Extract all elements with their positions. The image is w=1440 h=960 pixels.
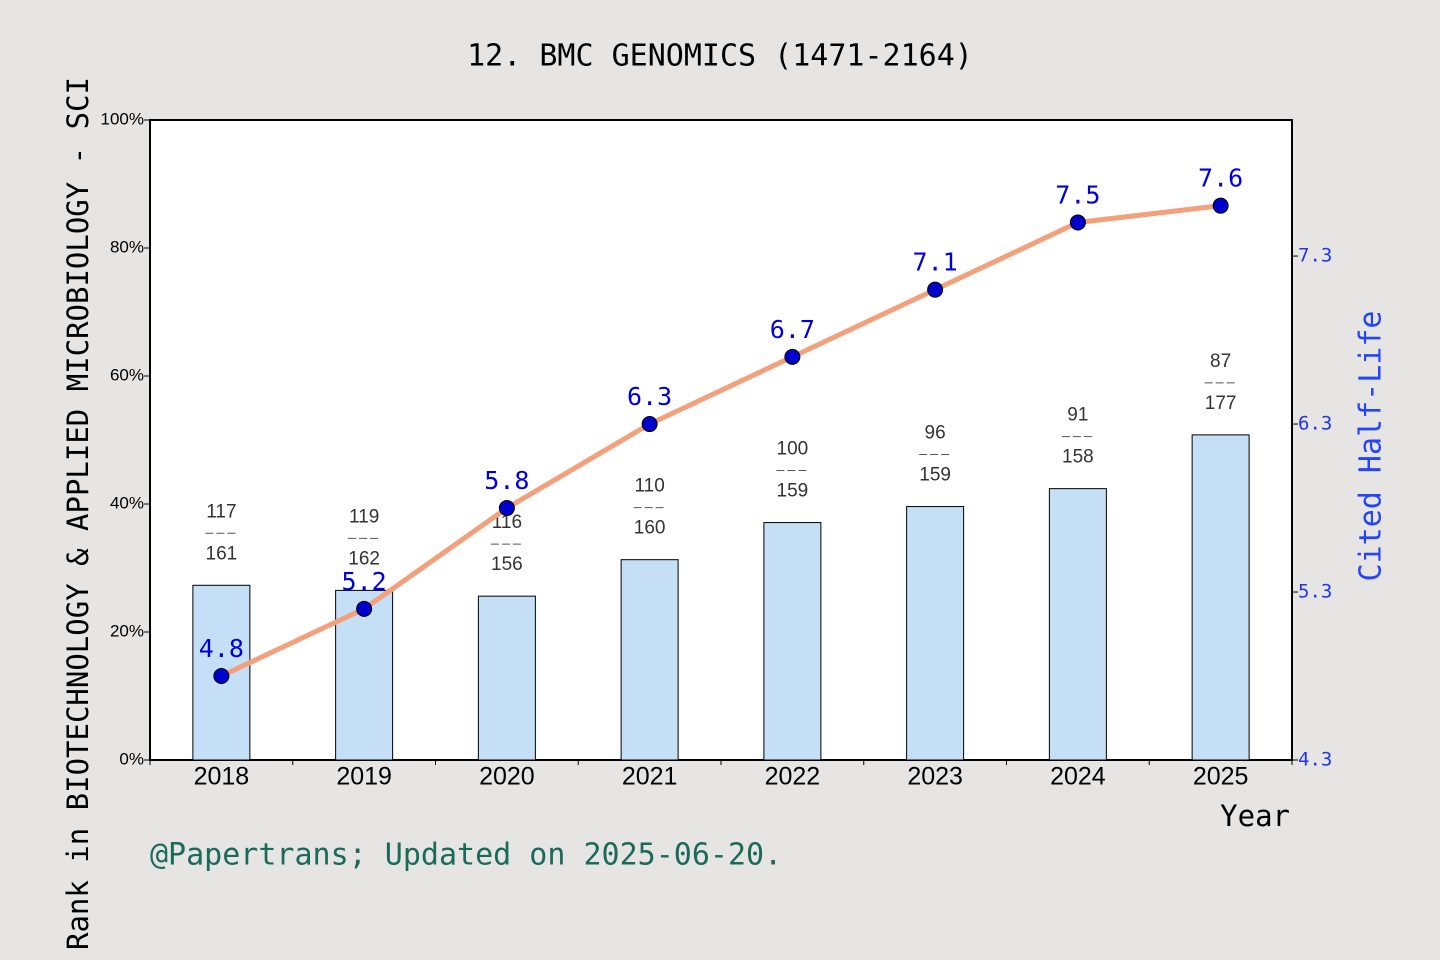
value-label: 6.3 <box>627 382 672 411</box>
marker <box>1212 197 1229 214</box>
y-axis-label: Rank in BIOTECHNOLOGY & APPLIED MICROBIO… <box>61 77 95 950</box>
value-label: 5.8 <box>484 466 529 495</box>
x-axis-label: Year <box>1220 799 1290 833</box>
x-tick-label: 2018 <box>194 763 250 791</box>
total-label: 160 <box>634 518 666 539</box>
marker <box>356 600 373 617</box>
marker <box>784 348 801 365</box>
value-label: 7.1 <box>913 248 958 277</box>
bar <box>192 584 251 761</box>
value-label: 6.7 <box>770 315 815 344</box>
rank-label: 91 <box>1067 405 1088 426</box>
value-label: 5.2 <box>342 567 387 596</box>
x-tick-label: 2025 <box>1193 763 1249 791</box>
marker <box>641 416 658 433</box>
bar <box>1048 488 1107 761</box>
value-label: 7.5 <box>1055 180 1100 209</box>
marker <box>927 281 944 298</box>
y-tick-label: 100% <box>101 109 144 128</box>
marker <box>1069 214 1086 231</box>
y2-tick-label: 6.3 <box>1298 413 1332 435</box>
y2-tick-label: 5.3 <box>1298 581 1332 603</box>
y-tick-label: 60% <box>110 365 144 384</box>
x-tick-label: 2022 <box>765 763 821 791</box>
x-tick-label: 2020 <box>479 763 535 791</box>
bar <box>477 595 536 761</box>
rank-label: 87 <box>1210 351 1231 372</box>
marker <box>498 500 515 517</box>
total-label: 161 <box>206 543 238 564</box>
y-tick-label: 20% <box>110 621 144 640</box>
x-tick-label: 2024 <box>1050 763 1106 791</box>
rank-label: 117 <box>206 501 236 522</box>
line <box>220 203 1221 679</box>
bar <box>620 559 679 761</box>
rank-label: 96 <box>925 423 946 444</box>
bar <box>763 522 822 761</box>
rank-label: 100 <box>777 439 809 460</box>
total-label: 162 <box>348 548 380 569</box>
total-label: 159 <box>919 465 951 486</box>
y2-tick-label: 7.3 <box>1298 245 1332 267</box>
chart-title: 12. BMC GENOMICS (1471-2164) <box>467 39 973 74</box>
footer: @Papertrans; Updated on 2025-06-20. <box>150 838 782 873</box>
total-label: 158 <box>1062 447 1094 468</box>
y-tick-label: 0% <box>119 749 144 768</box>
value-label: 4.8 <box>199 634 244 663</box>
value-label: 7.6 <box>1198 164 1243 193</box>
rank-label: 110 <box>634 476 664 497</box>
total-label: 159 <box>777 481 809 502</box>
y-tick-label: 40% <box>110 493 144 512</box>
y2-tick-label: 4.3 <box>1298 749 1332 771</box>
total-label: 156 <box>491 554 523 575</box>
bar <box>1191 434 1250 761</box>
x-tick-label: 2021 <box>622 763 678 791</box>
x-tick-label: 2023 <box>907 763 963 791</box>
y2-axis-label: Cited Half-Life <box>1354 311 1389 582</box>
rank-label: 116 <box>492 512 522 533</box>
total-label: 177 <box>1205 393 1237 414</box>
y-tick-label: 80% <box>110 237 144 256</box>
bar <box>906 506 965 761</box>
marker <box>213 668 230 685</box>
x-tick-label: 2019 <box>336 763 392 791</box>
rank-label: 119 <box>349 506 379 527</box>
